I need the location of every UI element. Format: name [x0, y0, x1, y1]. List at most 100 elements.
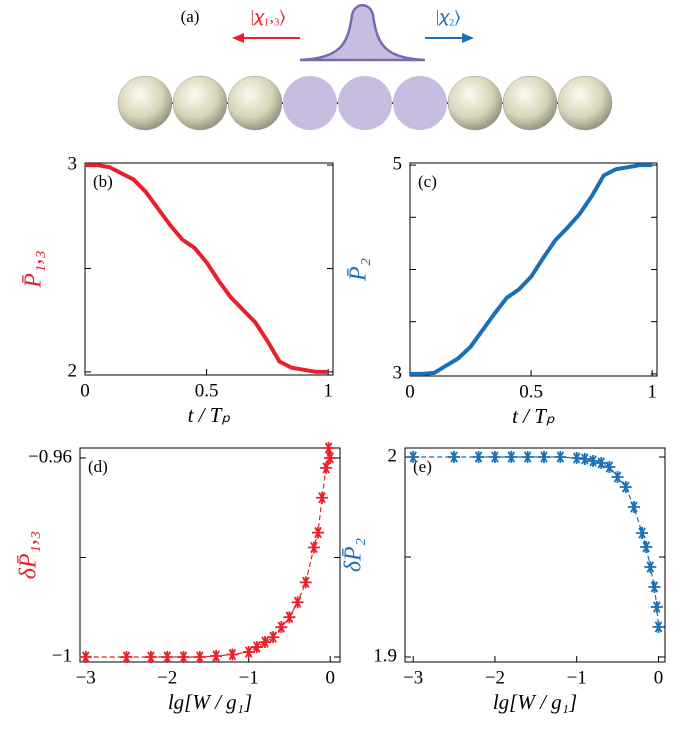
arrow-head: [462, 33, 474, 43]
y-tick-label: 1.9: [373, 645, 397, 666]
point: [648, 581, 661, 593]
point: [291, 596, 304, 609]
site: [393, 76, 447, 130]
point: [320, 461, 333, 474]
panel-label: (e): [413, 457, 432, 476]
x-tick-label: 0: [405, 381, 415, 402]
point: [644, 561, 657, 573]
line: [85, 163, 329, 374]
panel-label: (c): [418, 172, 437, 191]
point: [505, 451, 518, 463]
panel-label: (b): [93, 172, 113, 191]
point: [250, 641, 263, 654]
x-tick-label: 0.5: [195, 380, 219, 401]
x-tick-label: −2: [157, 667, 177, 688]
point: [652, 621, 665, 633]
point: [311, 526, 324, 539]
point: [316, 491, 329, 504]
connector: [85, 447, 331, 658]
point: [226, 648, 239, 661]
point: [488, 451, 501, 463]
y-tick-label: 3: [393, 362, 403, 383]
point: [210, 650, 223, 663]
point: [603, 461, 616, 473]
line: [410, 163, 653, 376]
point: [322, 442, 335, 454]
point: [79, 651, 92, 664]
point: [595, 457, 608, 469]
y-tick-label: −1: [52, 645, 72, 666]
site: [283, 76, 337, 130]
y-axis-label: P̄₁,₃: [21, 250, 47, 288]
wave-packet: [299, 4, 426, 62]
point: [640, 541, 653, 553]
panel-label: (d): [88, 457, 108, 476]
state-label: |𝜒₁,₃⟩: [251, 7, 286, 26]
point: [307, 541, 320, 554]
x-axis-label: lg[W / g₁]: [493, 690, 577, 714]
site: [172, 75, 228, 131]
site: [502, 75, 558, 131]
diagram: (a) |𝜒₁,₃⟩ |𝜒₂⟩: [117, 4, 613, 131]
point: [611, 471, 624, 483]
point: [193, 651, 206, 664]
point: [472, 451, 485, 463]
point: [161, 651, 174, 664]
y-tick-label: 5: [393, 153, 403, 174]
point: [554, 451, 567, 463]
x-tick-label: −3: [403, 667, 423, 688]
x-tick-label: 1: [647, 381, 657, 402]
x-tick-label: 0: [654, 667, 664, 688]
point: [407, 451, 420, 463]
point: [578, 453, 591, 465]
x-axis-label: lg[W / g₁]: [168, 690, 252, 714]
point: [144, 651, 157, 664]
connector: [413, 456, 660, 628]
point: [259, 636, 272, 649]
point: [299, 576, 312, 589]
plot-frame: [84, 162, 334, 376]
point: [627, 501, 640, 513]
x-tick-label: 0.5: [519, 381, 543, 402]
panel-label: (a): [181, 7, 200, 26]
x-tick-label: 0: [80, 380, 90, 401]
site: [117, 75, 173, 131]
x-tick-label: 0: [325, 667, 335, 688]
point: [587, 455, 600, 467]
point: [619, 481, 632, 493]
point: [537, 451, 550, 463]
point: [570, 452, 583, 464]
point: [324, 451, 337, 464]
y-axis-label: δP̄₂: [341, 538, 367, 572]
point: [242, 646, 255, 659]
x-tick-label: −1: [239, 667, 259, 688]
site: [557, 75, 613, 131]
point: [177, 651, 190, 664]
y-tick-label: 2: [388, 445, 398, 466]
x-tick-label: 1: [323, 380, 333, 401]
y-tick-label: −0.96: [28, 446, 72, 467]
plot-frame: [404, 447, 666, 663]
point: [650, 601, 663, 613]
site: [338, 76, 392, 130]
y-axis-label: P̄₂: [346, 258, 372, 282]
site: [447, 75, 503, 131]
point: [448, 451, 461, 463]
point: [283, 611, 296, 624]
y-tick-label: 3: [68, 153, 78, 174]
x-axis-label: t / Tₚ: [188, 403, 231, 427]
x-tick-label: −2: [485, 667, 505, 688]
x-axis-label: t / Tₚ: [512, 404, 555, 428]
chain: [117, 75, 613, 131]
point: [267, 631, 280, 644]
plot-frame: [79, 447, 341, 663]
y-tick-label: 2: [68, 360, 78, 381]
point: [120, 651, 133, 664]
y-axis-label: δP̄₁,₃: [16, 531, 42, 580]
point: [521, 451, 534, 463]
x-tick-label: −3: [76, 667, 96, 688]
x-tick-label: −1: [567, 667, 587, 688]
point: [636, 527, 649, 539]
